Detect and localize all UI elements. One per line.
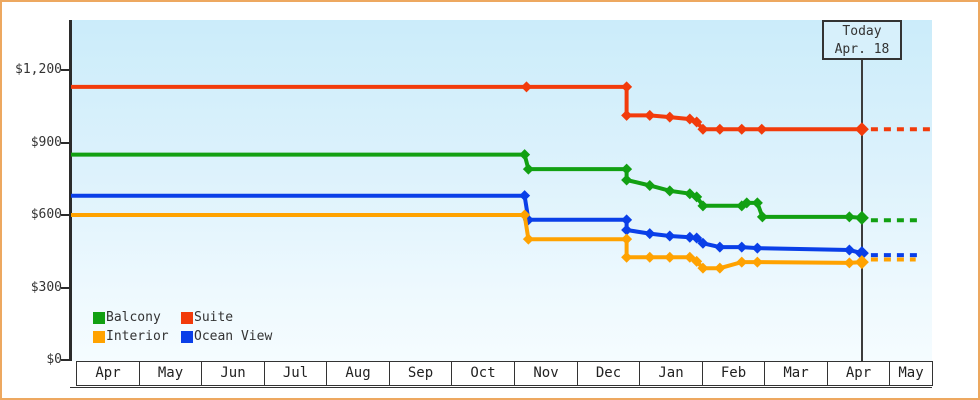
series-ocean-view-marker[interactable]	[697, 237, 709, 249]
x-axis-underline	[70, 387, 932, 388]
legend-item-balcony[interactable]: Balcony	[93, 311, 181, 325]
legend-swatch-suite-icon	[181, 312, 193, 324]
series-interior-marker[interactable]	[621, 233, 633, 245]
y-tick-mark	[61, 286, 70, 289]
series-interior-marker[interactable]	[736, 256, 748, 268]
legend-swatch-ocean-view-icon	[181, 331, 193, 343]
legend-item-suite[interactable]: Suite	[181, 311, 272, 325]
series-balcony-marker[interactable]	[664, 185, 676, 197]
month-cell-aug-4: Aug	[326, 361, 390, 386]
y-tick-label: $1,200	[15, 62, 62, 77]
y-tick-mark	[61, 214, 70, 216]
month-cell-may-13: May	[889, 361, 933, 386]
today-label: Today	[842, 24, 882, 39]
series-balcony-marker[interactable]	[522, 163, 534, 175]
series-interior-marker[interactable]	[697, 262, 709, 274]
series-ocean-view-marker[interactable]	[751, 242, 763, 254]
series-interior-marker[interactable]	[519, 209, 531, 221]
today-marker-line	[861, 60, 863, 361]
y-tick-mark	[61, 69, 70, 71]
series-interior-today-marker[interactable]	[854, 255, 869, 270]
series-suite-marker[interactable]	[691, 116, 703, 128]
series-balcony-marker[interactable]	[756, 211, 768, 223]
month-cell-feb-10: Feb	[702, 361, 765, 386]
series-suite-marker[interactable]	[664, 111, 676, 123]
series-balcony-marker[interactable]	[621, 163, 633, 175]
series-balcony-marker[interactable]	[519, 149, 531, 161]
series-line-suite	[71, 84, 862, 132]
legend-swatch-balcony-icon	[93, 312, 105, 324]
series-balcony-marker[interactable]	[644, 180, 656, 192]
series-suite-marker[interactable]	[736, 123, 748, 135]
series-suite-marker[interactable]	[714, 123, 726, 135]
series-interior-marker[interactable]	[621, 251, 633, 263]
series-balcony-marker[interactable]	[691, 191, 703, 203]
series-balcony-marker[interactable]	[621, 174, 633, 186]
series-interior-marker[interactable]	[522, 233, 534, 245]
series-suite-marker[interactable]	[621, 81, 633, 93]
legend-item-ocean-view[interactable]: Ocean View	[181, 330, 272, 344]
plot-area	[72, 20, 932, 361]
series-ocean-view-marker[interactable]	[621, 214, 633, 226]
series-ocean-view-marker[interactable]	[621, 224, 633, 236]
series-interior-marker[interactable]	[751, 256, 763, 268]
legend: Balcony Suite Interior Ocean View	[93, 311, 272, 344]
legend-item-interior[interactable]: Interior	[93, 330, 181, 344]
series-interior-marker[interactable]	[691, 255, 703, 267]
series-interior-marker[interactable]	[644, 251, 656, 263]
series-balcony-marker[interactable]	[741, 197, 753, 209]
series-ocean-view-marker[interactable]	[684, 231, 696, 243]
series-ocean-view-marker[interactable]	[843, 244, 855, 256]
series-suite-marker[interactable]	[644, 109, 656, 121]
month-cell-jun-2: Jun	[201, 361, 265, 386]
legend-swatch-interior-icon	[93, 331, 105, 343]
y-tick-label: $0	[46, 352, 62, 367]
legend-label-ocean-view: Ocean View	[194, 329, 273, 344]
series-suite-marker[interactable]	[697, 123, 709, 135]
month-cell-nov-7: Nov	[514, 361, 578, 386]
series-ocean-view-marker[interactable]	[736, 241, 748, 253]
series-ocean-view-today-marker[interactable]	[854, 246, 869, 261]
series-ocean-view-marker[interactable]	[519, 190, 531, 202]
series-balcony-marker[interactable]	[843, 211, 855, 223]
series-suite-today-marker[interactable]	[854, 122, 869, 137]
month-cell-apr-0: Apr	[76, 361, 140, 386]
series-ocean-view-marker[interactable]	[714, 241, 726, 253]
series-suite-marker[interactable]	[621, 109, 633, 121]
series-ocean-view-marker[interactable]	[644, 228, 656, 240]
series-interior-marker[interactable]	[714, 262, 726, 274]
today-date: Apr. 18	[834, 42, 890, 57]
y-tick-label: $600	[30, 207, 62, 222]
y-tick-label: $900	[30, 134, 62, 150]
series-suite-marker[interactable]	[756, 123, 768, 135]
legend-label-interior: Interior	[106, 329, 169, 344]
series-interior-marker[interactable]	[664, 251, 676, 263]
y-tick-mark	[61, 141, 70, 144]
legend-label-suite: Suite	[194, 310, 234, 325]
month-cell-jan-9: Jan	[639, 361, 703, 386]
legend-label-balcony: Balcony	[106, 310, 161, 325]
y-axis-line	[69, 20, 72, 361]
month-cell-mar-11: Mar	[764, 361, 828, 386]
series-ocean-view-marker[interactable]	[691, 232, 703, 244]
series-balcony-marker[interactable]	[697, 200, 709, 212]
series-balcony-marker[interactable]	[751, 197, 763, 209]
y-tick-label: $300	[30, 279, 62, 295]
month-cell-apr-12: Apr	[827, 361, 890, 386]
series-interior-marker[interactable]	[843, 257, 855, 269]
y-tick-mark	[61, 359, 70, 361]
today-callout-box: Today Apr. 18	[822, 20, 902, 60]
month-cell-oct-6: Oct	[451, 361, 515, 386]
series-balcony-today-marker[interactable]	[854, 210, 869, 225]
series-ocean-view-marker[interactable]	[664, 230, 676, 242]
series-suite-marker[interactable]	[521, 81, 533, 93]
